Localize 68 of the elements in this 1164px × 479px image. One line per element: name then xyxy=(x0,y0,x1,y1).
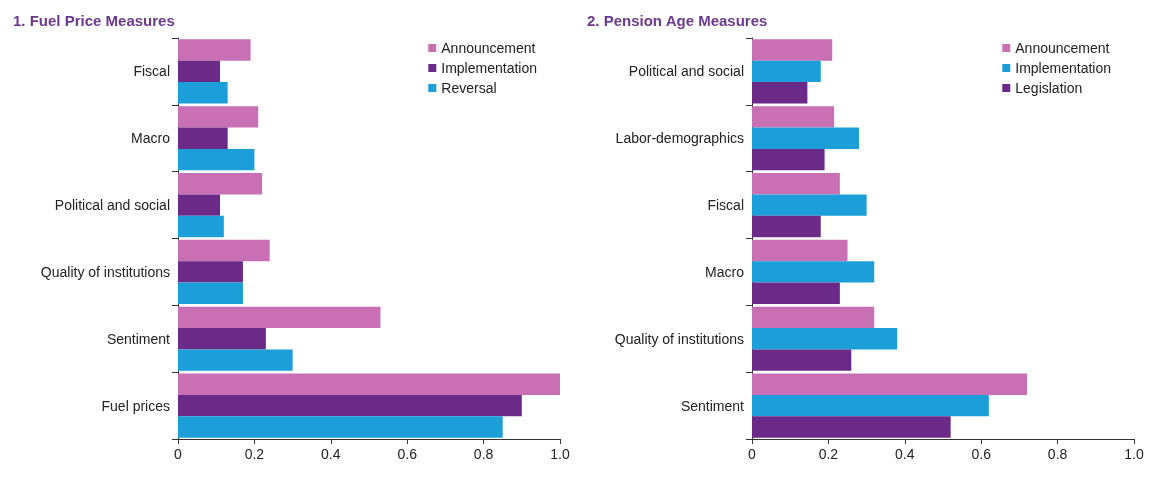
y-tick-label: Macro xyxy=(131,130,171,147)
bar xyxy=(178,394,522,417)
y-tick-label: Fuel prices xyxy=(101,397,170,414)
y-tick-label: Political and social xyxy=(54,197,170,214)
bar xyxy=(178,261,243,283)
bar xyxy=(752,127,859,149)
legend-label: Implementation xyxy=(441,60,537,76)
bar xyxy=(752,261,875,283)
legend-label: Announcement xyxy=(1015,40,1110,56)
x-tick-label: 0.4 xyxy=(895,446,915,462)
bar xyxy=(752,148,825,171)
y-tick-label: Sentiment xyxy=(106,330,171,347)
bar xyxy=(752,394,989,417)
y-tick-label: Fiscal xyxy=(133,63,170,80)
bar xyxy=(178,215,224,238)
chart-title: 2. Pension Age Measures xyxy=(587,12,768,29)
legend-label: Legislation xyxy=(1015,80,1083,96)
legend-label: Announcement xyxy=(441,40,536,56)
bar xyxy=(178,416,503,438)
bar xyxy=(178,173,263,195)
y-tick-label: Macro xyxy=(705,263,745,280)
bar xyxy=(752,106,835,128)
bar xyxy=(178,82,228,104)
bar xyxy=(178,282,243,304)
x-tick-label: 0 xyxy=(748,446,757,462)
y-tick-label: Political and social xyxy=(628,63,744,80)
bar xyxy=(178,373,560,395)
bar xyxy=(752,173,840,195)
y-tick-label: Labor-demographics xyxy=(615,130,744,147)
x-tick-label: 0.6 xyxy=(971,446,992,462)
bar xyxy=(752,60,821,83)
bar xyxy=(752,328,898,350)
x-tick-label: 0 xyxy=(174,446,183,462)
bar xyxy=(178,127,228,149)
bar xyxy=(752,349,852,371)
bar xyxy=(178,194,221,216)
x-tick-label: 1.0 xyxy=(550,446,570,462)
chart-title: 1. Fuel Price Measures xyxy=(13,12,175,29)
bar xyxy=(752,39,833,61)
x-tick-label: 0.2 xyxy=(818,446,839,462)
bar xyxy=(752,215,821,238)
bar xyxy=(752,373,1028,395)
x-tick-label: 1.0 xyxy=(1124,446,1144,462)
bar xyxy=(752,416,951,438)
bar xyxy=(752,239,848,262)
y-tick-label: Sentiment xyxy=(680,397,745,414)
x-tick-label: 0.8 xyxy=(473,446,494,462)
bar xyxy=(178,148,255,171)
y-tick-label: Quality of institutions xyxy=(614,330,744,347)
bar xyxy=(178,306,381,329)
legend-label: Reversal xyxy=(441,80,497,96)
bar xyxy=(178,239,270,262)
x-tick-label: 0.2 xyxy=(244,446,265,462)
bar xyxy=(752,282,840,304)
bar xyxy=(178,106,259,128)
x-tick-label: 0.8 xyxy=(1047,446,1068,462)
bar xyxy=(752,82,808,104)
bar xyxy=(752,306,875,329)
x-tick-label: 0.6 xyxy=(397,446,418,462)
x-tick-label: 0.4 xyxy=(321,446,341,462)
bar xyxy=(752,194,867,216)
y-tick-label: Fiscal xyxy=(707,197,744,214)
y-tick-label: Quality of institutions xyxy=(40,263,170,280)
legend-label: Implementation xyxy=(1015,60,1111,76)
bar xyxy=(178,328,266,350)
bar xyxy=(178,39,251,61)
bar xyxy=(178,349,293,371)
bar xyxy=(178,60,221,83)
